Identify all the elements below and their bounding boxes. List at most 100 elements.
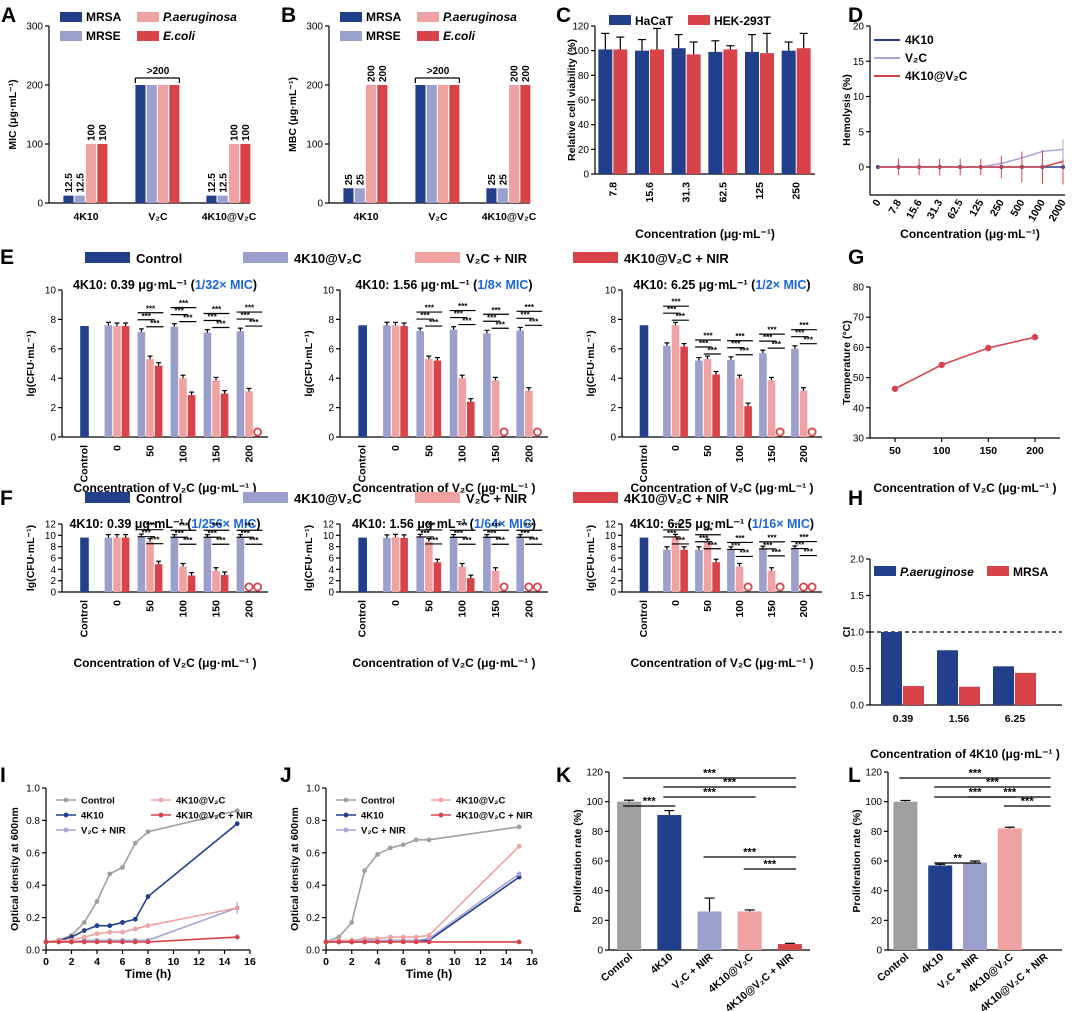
x-axis-title: Concentration of V₂C (μg·mL⁻¹ ) (74, 481, 257, 495)
x-tick-label: 150 (211, 445, 223, 463)
sig-label: *** (249, 318, 259, 327)
y-tick-label: 2 (610, 576, 616, 587)
y-tick-label: 0 (858, 163, 864, 174)
data-point (81, 928, 87, 933)
y-tick-label: 2.0 (850, 555, 864, 566)
sig-label: *** (708, 346, 718, 355)
x-tick-label: 150 (766, 600, 778, 618)
bar-E.coli (169, 85, 180, 203)
legend-label: MRSE (366, 29, 401, 43)
data-point (516, 939, 522, 945)
bar-V₂C + NIR (491, 570, 500, 592)
panel-label-H: H (848, 487, 863, 510)
y-tick-label: 60 (853, 343, 865, 354)
y-tick-label: 0.8 (306, 816, 320, 827)
legend-label: 4K10@V₂C (294, 491, 362, 506)
bar-4K10@V₂C (695, 360, 703, 437)
y-tick-label: 4 (50, 374, 56, 385)
y-tick-label: 1.0 (26, 784, 40, 795)
x-tick-label: 0 (112, 600, 124, 606)
bar-HaCaT (708, 51, 723, 174)
bar-4K10@V₂C (104, 325, 113, 437)
sig-label: *** (491, 522, 501, 531)
below-detection-marker (775, 427, 785, 437)
data-point (145, 829, 151, 835)
sig-label: *** (212, 305, 222, 314)
sig-label: *** (667, 305, 677, 314)
sig-label: *** (420, 311, 430, 320)
bar-P.aeruginosa (158, 85, 169, 203)
legend-swatch (137, 31, 159, 41)
bar-HEK-293T (650, 49, 664, 174)
legend-marker (63, 827, 69, 833)
y-tick-label: 10 (853, 92, 865, 103)
y-tick-label: 12 (605, 520, 617, 531)
sig-label: *** (241, 529, 251, 538)
sig-label: *** (175, 307, 185, 316)
legend-marker (438, 797, 444, 803)
y-axis-title: Proliferation rate (%) (851, 809, 863, 912)
data-point (234, 821, 240, 827)
bar-V₂C + NIR (212, 570, 220, 592)
bar-HEK-293T (686, 54, 701, 174)
x-tick-label: 200 (244, 445, 256, 463)
bar-HaCaT (598, 49, 613, 174)
y-axis-title: Proliferation rate (%) (572, 809, 584, 912)
bar-4K10@V₂C (203, 537, 212, 592)
bar-4K10@V₂C (137, 537, 146, 592)
sig-label: *** (142, 312, 152, 321)
title-end: ) (528, 278, 532, 292)
legend-marker (158, 812, 164, 818)
bar-V₂C + NIR (697, 911, 722, 950)
bar-HEK-293T (796, 48, 811, 175)
sig-label: *** (183, 536, 193, 545)
y-tick-label: 40 (853, 403, 865, 414)
title-end: ) (532, 517, 536, 531)
legend-label: 4K10 (361, 811, 384, 822)
data-point (56, 939, 62, 945)
y-tick-label: 10 (605, 286, 617, 297)
value-label: 100 (230, 124, 241, 141)
legend-label: 4K10@V₂C (176, 796, 226, 807)
y-tick-label: 120 (586, 768, 603, 779)
y-tick-label: 8 (328, 542, 334, 553)
sig-label: *** (740, 347, 750, 356)
sig-label: *** (763, 859, 777, 871)
below-detection-marker (499, 427, 509, 437)
title-highlight: 1/32× MIC (195, 278, 253, 292)
bar-4K10@V₂C (236, 331, 245, 437)
panel-label-J: J (280, 764, 292, 787)
y-tick-label: 10 (45, 286, 57, 297)
y-tick-label: 0.0 (306, 946, 320, 957)
legend-label: Control (136, 491, 182, 506)
y-tick-label: 10 (605, 531, 617, 542)
bar-V₂C + NIR (113, 326, 121, 437)
data-point (426, 837, 432, 843)
data-point (516, 843, 522, 849)
bar-4K10@V₂C (104, 537, 113, 592)
y-tick-label: 6 (610, 554, 616, 565)
x-tick-label: Control (599, 951, 635, 984)
x-tick-label: 1000 (1026, 197, 1048, 223)
data-point (1031, 333, 1039, 341)
bar-V₂C + NIR (245, 391, 253, 437)
series-line-V₂C (878, 148, 1064, 168)
bar-4K10@V₂C + NIR (466, 578, 475, 592)
x-tick-label: 50 (145, 600, 157, 612)
x-tick-label: 14 (500, 956, 512, 968)
data-point (120, 920, 125, 925)
data-point (516, 871, 522, 877)
y-tick-label: 6 (328, 344, 334, 355)
panel-title: 4K10: 1.56 μg·mL⁻¹ (1/8× MIC) (355, 278, 532, 292)
y-tick-label: 0.6 (26, 848, 40, 859)
sig-label: *** (671, 521, 681, 530)
y-axis-title: lg(CFU·mL⁻¹) (25, 525, 37, 591)
data-point (375, 939, 380, 945)
x-tick-label: 12 (475, 956, 487, 968)
data-point (985, 344, 992, 352)
sig-label: *** (429, 536, 439, 545)
bar-MRSE (497, 188, 508, 203)
sig-label: *** (735, 534, 745, 543)
x-axis-title: Concentration of V₂C (μg·mL⁻¹ ) (631, 481, 814, 495)
bar-4K10@V₂C + NIR (121, 537, 130, 592)
